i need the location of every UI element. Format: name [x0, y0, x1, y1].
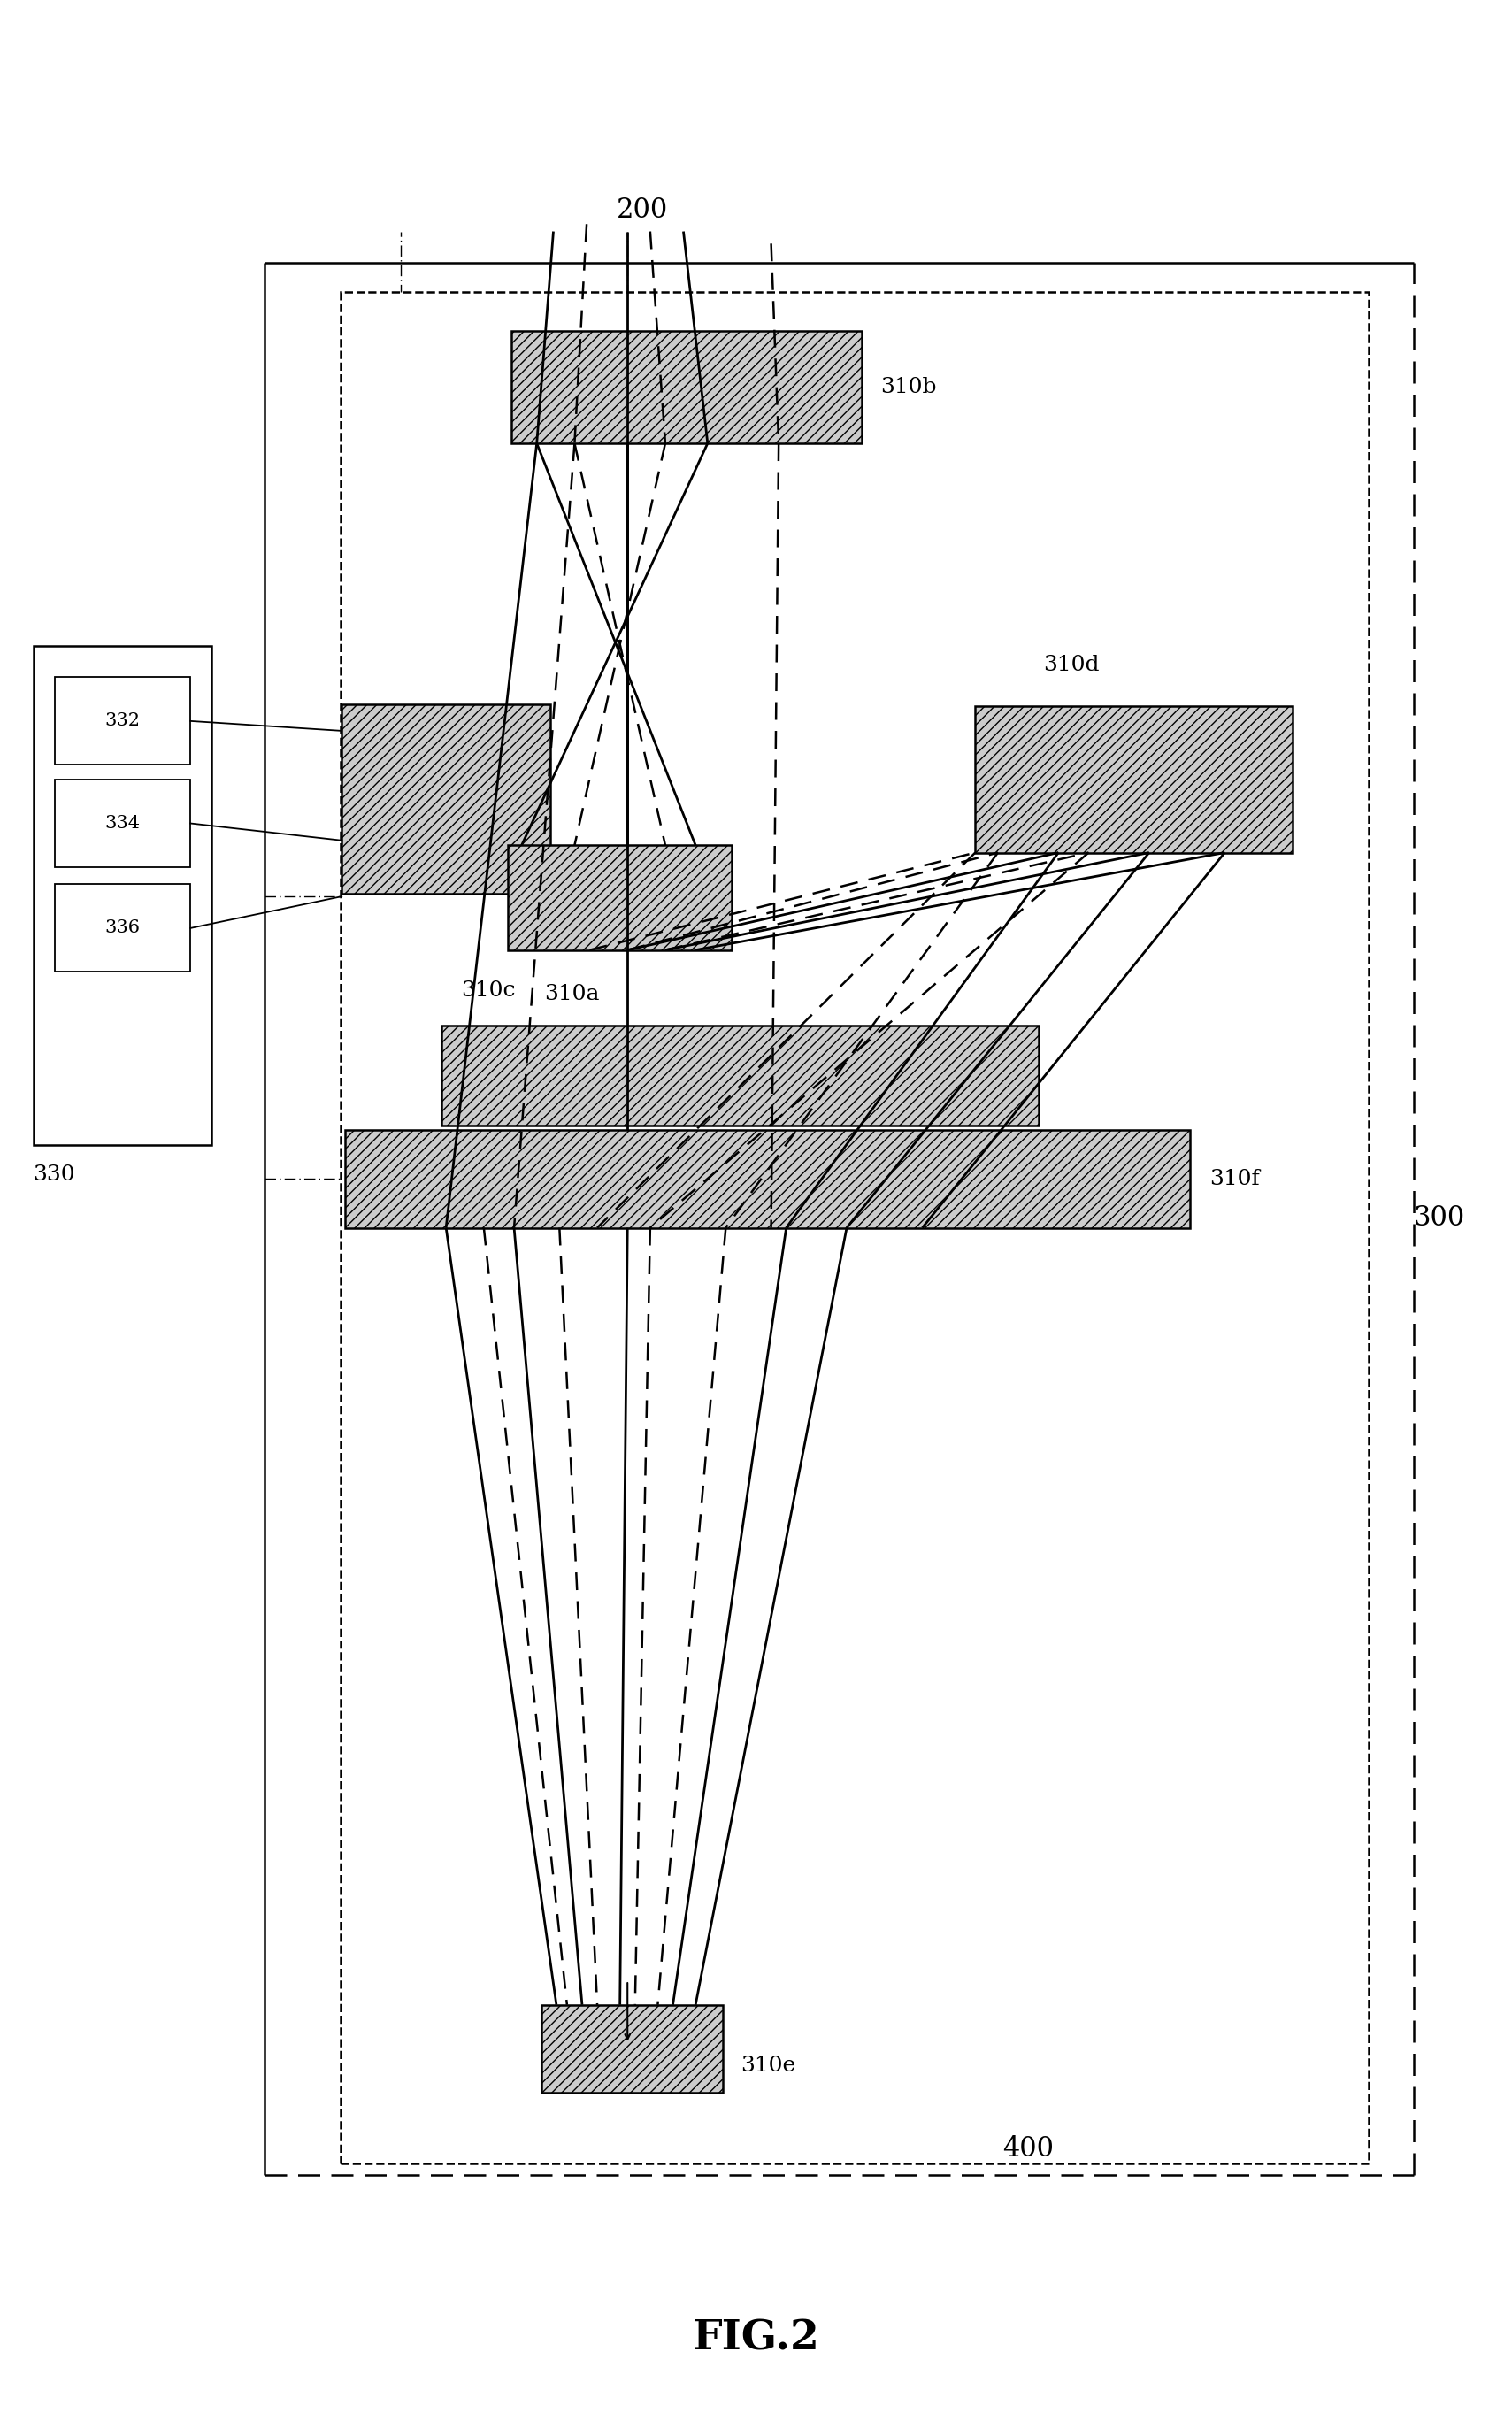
Text: 400: 400	[1002, 2134, 1054, 2163]
Bar	[54, 677, 191, 765]
Text: 300: 300	[1414, 1203, 1465, 1233]
Text: 334: 334	[104, 816, 141, 831]
Bar	[508, 845, 732, 950]
Bar	[345, 1130, 1190, 1228]
Text: 310a: 310a	[544, 984, 600, 1004]
Bar	[340, 292, 1368, 2163]
Text: 310d: 310d	[1043, 655, 1099, 675]
Bar	[54, 780, 191, 867]
Bar	[33, 646, 212, 1145]
Bar	[54, 884, 191, 972]
Bar	[975, 706, 1293, 853]
Text: 336: 336	[104, 921, 141, 935]
Text: 310c: 310c	[461, 982, 516, 1001]
Text: FIG.2: FIG.2	[692, 2319, 820, 2358]
Text: 332: 332	[104, 714, 141, 728]
Text: 310b: 310b	[880, 378, 936, 397]
Bar	[342, 704, 550, 894]
Bar	[541, 2005, 723, 2093]
Text: 310f: 310f	[1210, 1169, 1259, 1189]
Bar	[511, 331, 862, 443]
Text: 330: 330	[33, 1164, 76, 1184]
Bar	[442, 1026, 1039, 1125]
Text: 310e: 310e	[741, 2056, 795, 2075]
Text: 200: 200	[617, 197, 668, 224]
